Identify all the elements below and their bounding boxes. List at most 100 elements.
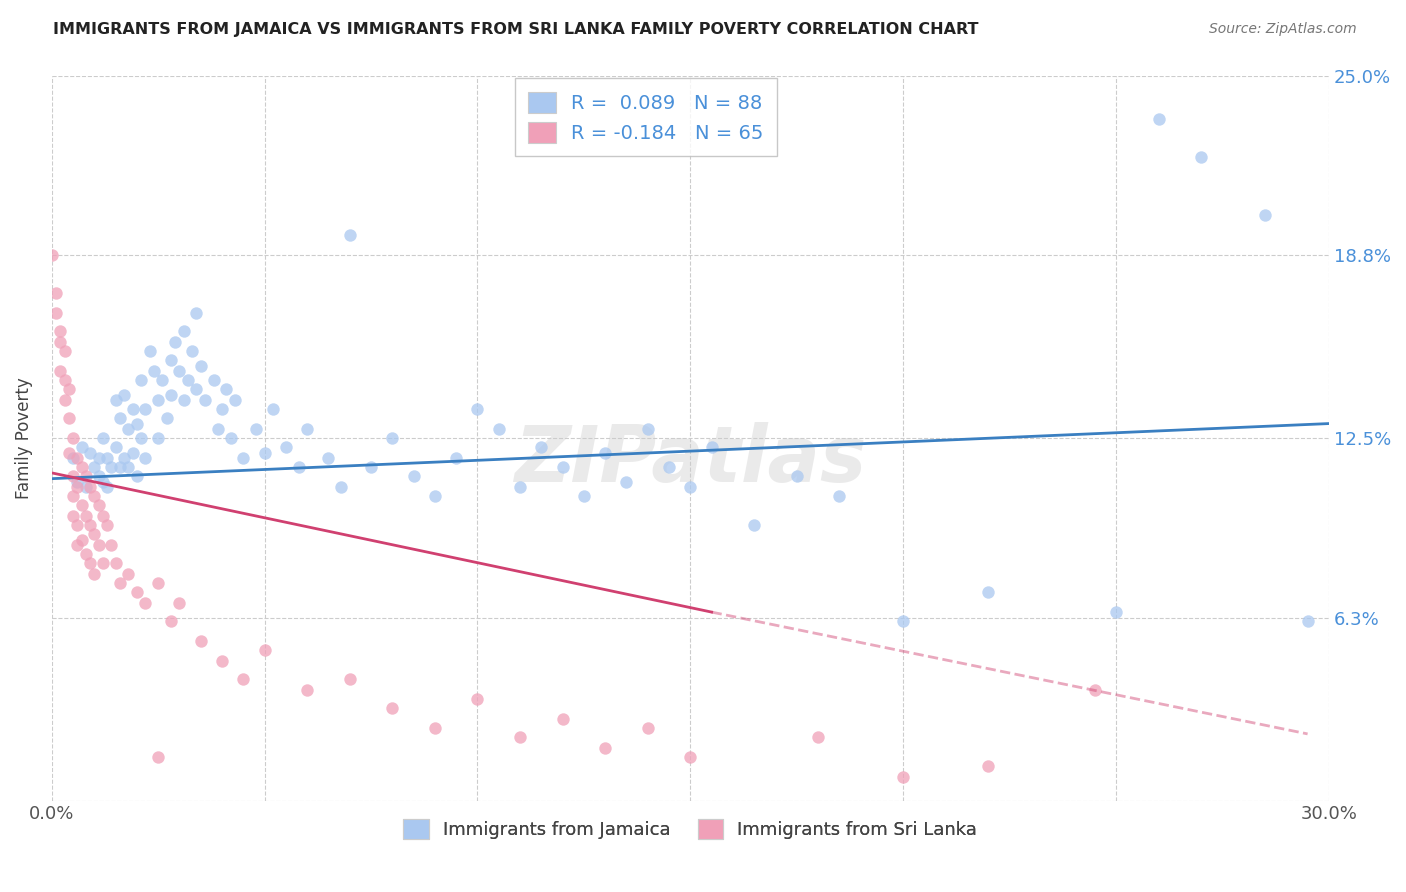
Point [572,489,595,503]
Point [53,373,76,387]
Point [138,344,160,359]
Legend: Immigrants from Jamaica, Immigrants from Sri Lanka: Immigrants from Jamaica, Immigrants from… [396,812,984,846]
Point [117,567,139,582]
Point [75,468,97,483]
Point [117,422,139,436]
Point [79,480,101,494]
Point [152,373,174,387]
Point [45,286,67,301]
Point [49,324,72,338]
Point [169,364,191,378]
Point [593,741,616,756]
Point [108,460,131,475]
Point [91,431,114,445]
Point [148,576,170,591]
Point [488,422,510,436]
Point [742,518,765,533]
Point [381,701,404,715]
Point [190,359,212,373]
Point [165,335,187,350]
Point [551,713,574,727]
Point [75,547,97,561]
Point [1254,208,1277,222]
Point [177,373,200,387]
Point [62,431,84,445]
Point [70,533,93,547]
Point [330,480,353,494]
Point [160,614,183,628]
Point [444,451,467,466]
Point [190,634,212,648]
Point [62,509,84,524]
Point [96,480,118,494]
Point [134,402,156,417]
Point [62,451,84,466]
Point [232,672,254,686]
Point [207,422,229,436]
Point [100,538,122,552]
Point [87,538,110,552]
Point [224,393,246,408]
Point [53,344,76,359]
Point [96,451,118,466]
Point [66,538,89,552]
Point [253,445,276,459]
Point [96,518,118,533]
Point [121,402,143,417]
Point [66,451,89,466]
Point [156,410,179,425]
Text: IMMIGRANTS FROM JAMAICA VS IMMIGRANTS FROM SRI LANKA FAMILY POVERTY CORRELATION : IMMIGRANTS FROM JAMAICA VS IMMIGRANTS FR… [53,22,979,37]
Point [1147,112,1170,126]
Point [91,475,114,489]
Point [83,489,105,503]
Point [79,556,101,570]
Point [467,692,489,706]
Point [79,518,101,533]
Point [75,509,97,524]
Point [148,393,170,408]
Point [318,451,340,466]
Point [287,460,309,475]
Point [977,759,1000,773]
Point [181,344,204,359]
Point [509,480,531,494]
Point [977,584,1000,599]
Point [679,480,702,494]
Point [381,431,404,445]
Point [121,445,143,459]
Point [125,468,148,483]
Point [700,440,723,454]
Point [66,475,89,489]
Point [87,451,110,466]
Point [70,498,93,512]
Point [423,721,446,735]
Point [91,556,114,570]
Point [66,518,89,533]
Point [202,373,225,387]
Point [215,382,238,396]
Point [593,445,616,459]
Point [360,460,382,475]
Point [112,387,135,401]
Point [467,402,489,417]
Point [134,596,156,610]
Point [679,750,702,764]
Point [62,468,84,483]
Point [108,410,131,425]
Point [83,460,105,475]
Point [83,526,105,541]
Point [807,730,830,744]
Point [295,422,318,436]
Point [891,614,914,628]
Point [194,393,217,408]
Point [253,642,276,657]
Y-axis label: Family Poverty: Family Poverty [15,377,32,499]
Point [245,422,267,436]
Point [108,576,131,591]
Point [1189,150,1212,164]
Point [173,324,195,338]
Point [142,364,165,378]
Point [219,431,242,445]
Point [262,402,284,417]
Point [148,750,170,764]
